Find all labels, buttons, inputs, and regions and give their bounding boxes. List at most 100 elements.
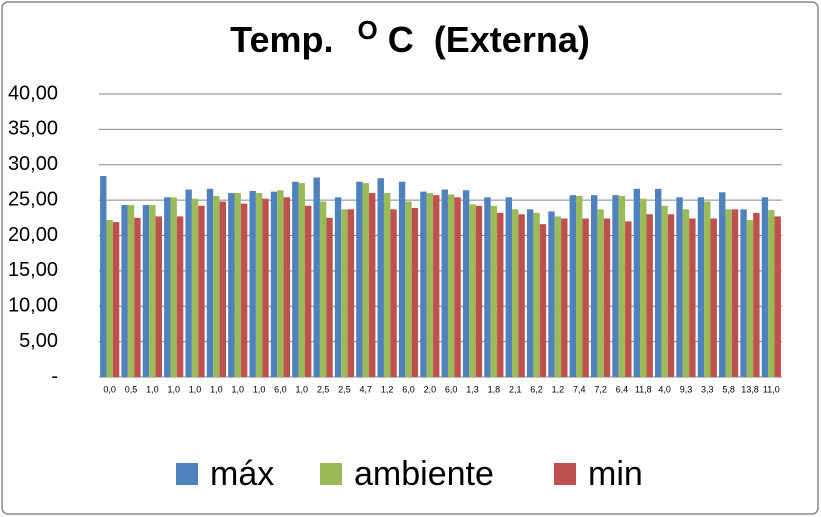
x-tick-label: 9,3 bbox=[680, 384, 693, 394]
x-tick-label: 1,2 bbox=[552, 384, 565, 394]
bar bbox=[100, 176, 107, 377]
bar bbox=[753, 212, 760, 377]
bar bbox=[746, 219, 754, 377]
x-tick-label: 0,0 bbox=[103, 384, 116, 394]
bar bbox=[121, 205, 128, 377]
bar bbox=[490, 205, 498, 377]
bar bbox=[539, 224, 547, 377]
bar bbox=[689, 218, 696, 377]
x-tick-label: 1,2 bbox=[381, 384, 394, 394]
bar bbox=[298, 183, 305, 377]
bar bbox=[213, 195, 220, 377]
bar bbox=[383, 193, 391, 377]
bar bbox=[646, 214, 653, 377]
bar bbox=[411, 207, 419, 377]
x-tick-label: 1,8 bbox=[488, 384, 501, 394]
x-tick-label: 1,0 bbox=[231, 384, 244, 394]
bar bbox=[164, 197, 171, 377]
bar bbox=[512, 209, 519, 377]
bar bbox=[234, 193, 241, 377]
bar bbox=[582, 218, 589, 377]
chart-title: Temp. O C (Externa) bbox=[230, 9, 590, 60]
bar bbox=[526, 209, 534, 377]
bar bbox=[576, 195, 583, 377]
bar bbox=[191, 198, 199, 377]
bar bbox=[505, 197, 513, 377]
x-tick-label: 6,0 bbox=[445, 384, 458, 394]
bar bbox=[170, 197, 177, 377]
bar bbox=[149, 205, 156, 377]
legend-label: ambiente bbox=[354, 455, 494, 493]
y-tick-label: 10,00 bbox=[8, 295, 58, 317]
legend-label: máx bbox=[210, 455, 274, 493]
x-tick-label: 4,7 bbox=[360, 384, 373, 394]
bar bbox=[731, 209, 739, 377]
bar bbox=[725, 209, 732, 377]
x-tick-label: 7,4 bbox=[573, 384, 586, 394]
legend-swatch bbox=[320, 463, 342, 485]
bar bbox=[127, 205, 135, 377]
bar bbox=[155, 216, 162, 377]
bar bbox=[292, 181, 299, 377]
x-tick-label: 13,8 bbox=[741, 384, 759, 394]
x-tick-label: 1,0 bbox=[210, 384, 223, 394]
title-text: C (Externa) bbox=[388, 19, 590, 60]
bar bbox=[304, 205, 312, 377]
bar bbox=[625, 221, 632, 377]
bar bbox=[249, 190, 256, 377]
x-tick-label: 2,1 bbox=[509, 384, 522, 394]
x-tick-label: 6,4 bbox=[616, 384, 629, 394]
bar bbox=[554, 216, 562, 377]
bar bbox=[475, 205, 483, 377]
title-superscript: O bbox=[358, 15, 378, 45]
bar bbox=[405, 201, 412, 377]
x-tick-label: 5,8 bbox=[722, 384, 735, 394]
bar bbox=[661, 205, 668, 377]
bar bbox=[655, 188, 662, 377]
legend-swatch bbox=[176, 463, 198, 485]
x-tick-label: 1,0 bbox=[189, 384, 202, 394]
bar bbox=[768, 210, 775, 377]
bar bbox=[433, 195, 440, 377]
bar bbox=[390, 209, 397, 377]
bar bbox=[319, 201, 327, 377]
bar bbox=[697, 197, 705, 377]
bar bbox=[219, 201, 226, 377]
x-tick-label: 11,0 bbox=[763, 384, 780, 394]
x-tick-label: 0,5 bbox=[125, 384, 138, 394]
bar bbox=[740, 209, 747, 377]
bar bbox=[262, 198, 269, 377]
bar bbox=[341, 209, 348, 377]
x-tick-label: 6,2 bbox=[530, 384, 543, 394]
y-tick-label: - bbox=[51, 365, 58, 387]
bar bbox=[569, 195, 577, 377]
bar bbox=[667, 214, 675, 377]
y-tick-label: 35,00 bbox=[8, 118, 58, 140]
bar bbox=[185, 189, 192, 377]
x-tick-label: 6,0 bbox=[402, 384, 415, 394]
bar bbox=[618, 195, 626, 377]
bar bbox=[533, 212, 540, 377]
bar bbox=[198, 205, 205, 377]
y-tick-label: 5,00 bbox=[19, 330, 58, 352]
bar bbox=[469, 204, 476, 377]
bar bbox=[362, 183, 369, 377]
bar bbox=[612, 195, 619, 377]
bar bbox=[112, 222, 120, 377]
x-tick-label: 2,0 bbox=[424, 384, 437, 394]
bar bbox=[484, 197, 491, 377]
bar bbox=[761, 197, 769, 377]
y-tick-label: 25,00 bbox=[8, 188, 58, 210]
legend-swatch bbox=[554, 463, 576, 485]
x-tick-label: 2,5 bbox=[338, 384, 351, 394]
x-tick-label: 1,3 bbox=[466, 384, 479, 394]
bar bbox=[454, 197, 461, 377]
x-tick-label: 6,0 bbox=[274, 384, 287, 394]
y-tick-label: 15,00 bbox=[8, 259, 58, 281]
x-tick-label: 1,0 bbox=[146, 384, 159, 394]
bar bbox=[603, 218, 611, 377]
x-tick-label: 1,0 bbox=[296, 384, 309, 394]
bar bbox=[441, 189, 448, 377]
bar bbox=[561, 218, 568, 377]
bar bbox=[277, 190, 284, 377]
